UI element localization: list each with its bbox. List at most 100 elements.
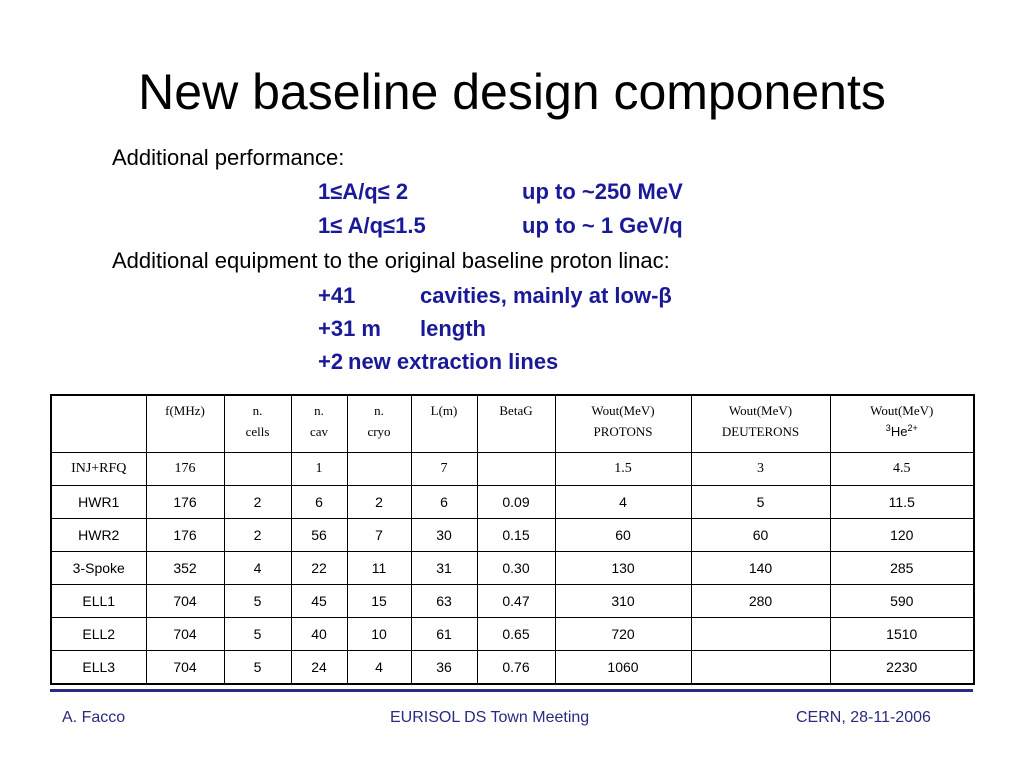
footer-divider: [50, 689, 973, 692]
cell-wout-protons: 720: [554, 617, 692, 651]
cell-cryostats: 4: [346, 650, 412, 685]
cell-wout-deuterons: [690, 617, 831, 651]
table-row: INJ+RFQ 176 1 7 1.5 3 4.5: [50, 452, 975, 486]
cell-betag: 0.09: [476, 485, 556, 519]
cell-cryostats: 11: [346, 551, 412, 585]
cell-frequency: 704: [145, 584, 225, 618]
performance-value: up to ~250 MeV: [522, 179, 683, 204]
equipment-qty: +31 m: [318, 316, 381, 341]
cell-frequency: 176: [145, 518, 225, 552]
cell-length: 30: [410, 518, 478, 552]
cell-wout-helium: 285: [829, 551, 975, 585]
cell-cavities: 22: [290, 551, 348, 585]
cell-wout-deuterons: 60: [690, 518, 831, 552]
cell-cavities: 56: [290, 518, 348, 552]
cell-wout-deuterons: 140: [690, 551, 831, 585]
table-row: HWR1 176 2 6 2 6 0.09 4 5 11.5: [50, 485, 975, 519]
cell-cavities: 24: [290, 650, 348, 685]
cell-betag: 0.65: [476, 617, 556, 651]
header-frequency: f(MHz): [145, 394, 225, 453]
cell-cells: 5: [223, 584, 292, 618]
equipment-qty: +41: [318, 283, 356, 308]
header-cavities: n. cav: [290, 394, 348, 453]
cell-length: 61: [410, 617, 478, 651]
performance-value: up to ~ 1 GeV/q: [522, 213, 683, 238]
performance-range: 1≤A/q≤ 2: [318, 179, 409, 204]
header-wout-deuterons: Wout(MeV) DEUTERONS: [690, 394, 831, 453]
cell-wout-protons: 130: [554, 551, 692, 585]
header-cells: n. cells: [223, 394, 292, 453]
cell-wout-protons: 60: [554, 518, 692, 552]
footer-author: A. Facco: [62, 709, 126, 726]
cell-cryostats: 15: [346, 584, 412, 618]
cell-frequency: 176: [145, 485, 225, 519]
equipment-heading: Additional equipment to the original bas…: [112, 248, 670, 273]
cell-length: 36: [410, 650, 478, 685]
slide-title: New baseline design components: [138, 64, 886, 120]
cell-cryostats: 7: [346, 518, 412, 552]
cell-betag: 0.15: [476, 518, 556, 552]
header-length: L(m): [410, 394, 478, 453]
linac-components-table: f(MHz) n. cells n. cav n. cryo L(m) BetaG W…: [50, 394, 975, 685]
cell-cells: 2: [223, 485, 292, 519]
footer-event: EURISOL DS Town Meeting: [390, 709, 590, 726]
cell-length: 7: [410, 452, 478, 486]
cell-wout-deuterons: 5: [690, 485, 831, 519]
cell-betag: 0.47: [476, 584, 556, 618]
table-row: HWR2 176 2 56 7 30 0.15 60 60 120: [50, 518, 975, 552]
header-wout-protons: Wout(MeV) PROTONS: [554, 394, 692, 453]
cell-wout-helium: 4.5: [829, 452, 975, 486]
cell-wout-protons: 1060: [554, 650, 692, 685]
cell-wout-helium: 1510: [829, 617, 975, 651]
cell-betag: 0.30: [476, 551, 556, 585]
cell-cavities: 6: [290, 485, 348, 519]
cell-section: ELL2: [50, 617, 147, 651]
cell-betag: [476, 452, 556, 486]
cell-cryostats: 2: [346, 485, 412, 519]
header-betag: BetaG: [476, 394, 556, 453]
equipment-desc: new extraction lines: [348, 349, 559, 374]
cell-length: 63: [410, 584, 478, 618]
cell-section: HWR2: [50, 518, 147, 552]
footer-place-date: CERN, 28-11-2006: [796, 709, 931, 726]
table-row: ELL2 704 5 40 10 61 0.65 720 1510: [50, 617, 975, 651]
cell-cells: 2: [223, 518, 292, 552]
cell-frequency: 704: [145, 650, 225, 685]
header-blank: [50, 394, 147, 453]
table-row: ELL3 704 5 24 4 36 0.76 1060 2230: [50, 650, 975, 685]
cell-betag: 0.76: [476, 650, 556, 685]
cell-wout-helium: 120: [829, 518, 975, 552]
table-row: ELL1 704 5 45 15 63 0.47 310 280 590: [50, 584, 975, 618]
cell-wout-protons: 1.5: [554, 452, 692, 486]
cell-length: 6: [410, 485, 478, 519]
performance-heading: Additional performance:: [112, 145, 345, 170]
cell-wout-helium: 2230: [829, 650, 975, 685]
cell-cells: 4: [223, 551, 292, 585]
performance-range: 1≤ A/q≤1.5: [318, 213, 426, 238]
cell-wout-deuterons: [690, 650, 831, 685]
cell-section: ELL3: [50, 650, 147, 685]
cell-wout-protons: 4: [554, 485, 692, 519]
cell-wout-helium: 590: [829, 584, 975, 618]
cell-wout-helium: 11.5: [829, 485, 975, 519]
table-header-row: f(MHz) n. cells n. cav n. cryo L(m) BetaG W…: [50, 394, 975, 453]
cell-wout-protons: 310: [554, 584, 692, 618]
equipment-desc: cavities, mainly at low-β: [420, 283, 672, 308]
cell-frequency: 704: [145, 617, 225, 651]
cell-wout-deuterons: 280: [690, 584, 831, 618]
cell-cavities: 40: [290, 617, 348, 651]
cell-cryostats: 10: [346, 617, 412, 651]
cell-frequency: 352: [145, 551, 225, 585]
cell-cells: 5: [223, 650, 292, 685]
cell-section: ELL1: [50, 584, 147, 618]
cell-length: 31: [410, 551, 478, 585]
cell-cells: 5: [223, 617, 292, 651]
cell-frequency: 176: [145, 452, 225, 486]
cell-cryostats: [346, 452, 412, 486]
header-wout-helium: Wout(MeV) 3He2+: [829, 394, 975, 453]
cell-cavities: 45: [290, 584, 348, 618]
cell-wout-deuterons: 3: [690, 452, 831, 486]
cell-section: 3-Spoke: [50, 551, 147, 585]
equipment-desc: length: [420, 316, 486, 341]
cell-section: HWR1: [50, 485, 147, 519]
